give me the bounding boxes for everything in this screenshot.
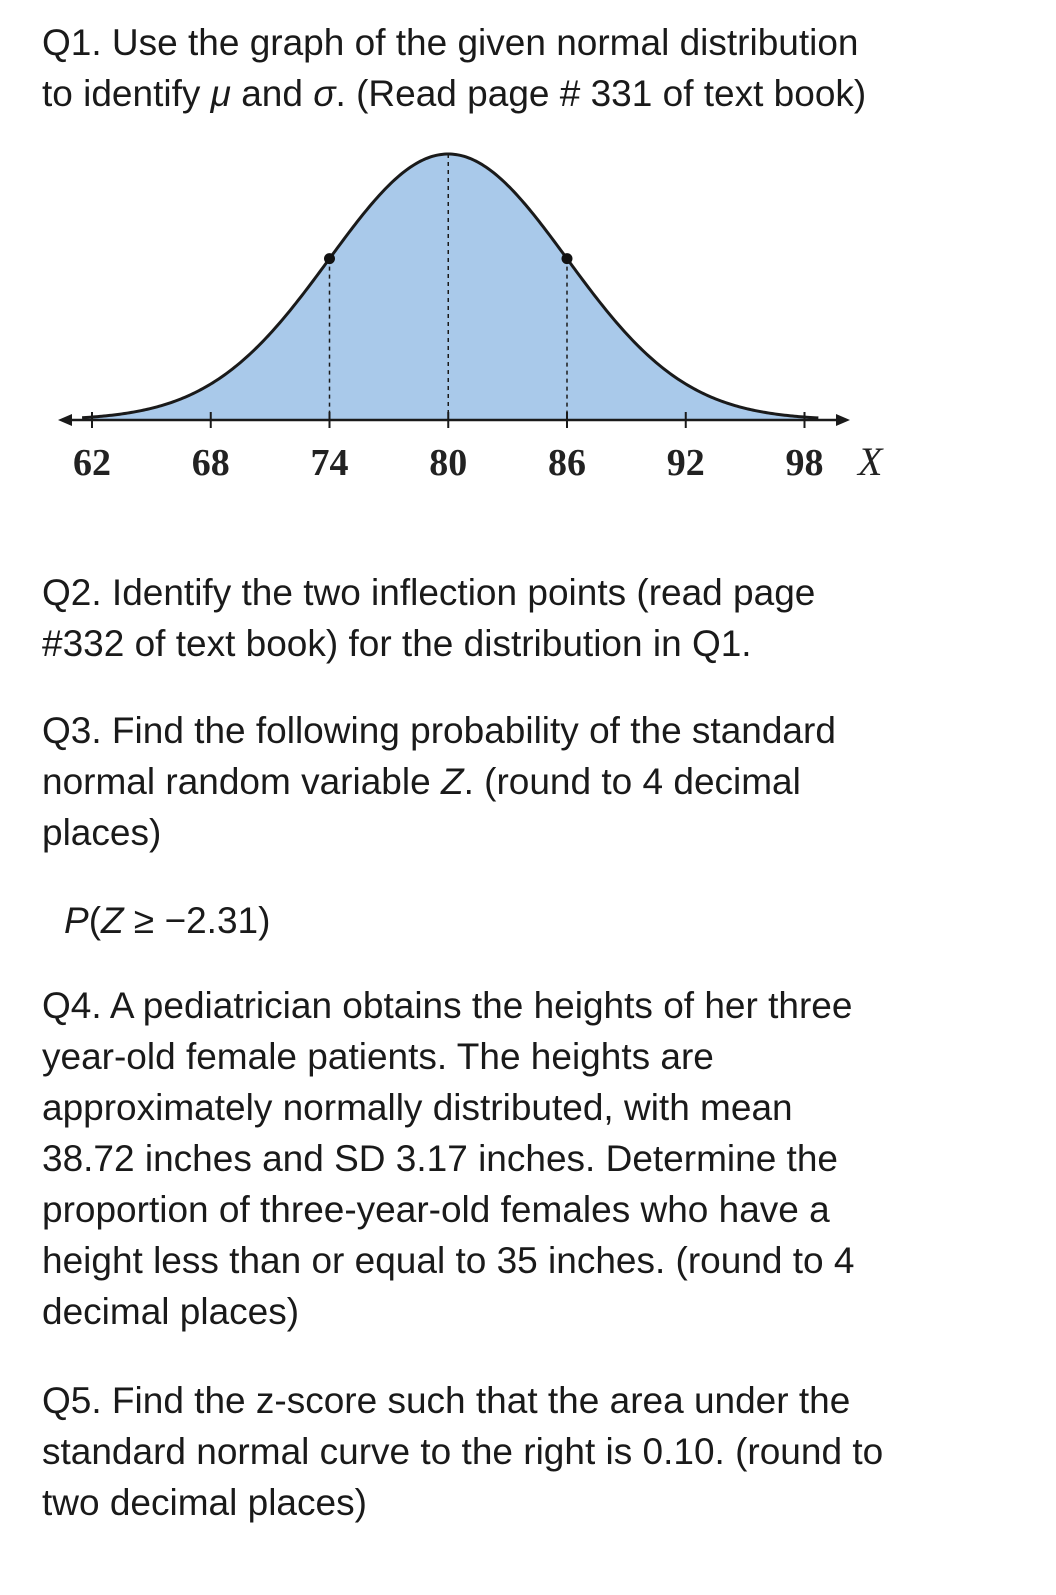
prob-z: Z — [101, 900, 124, 941]
question-3-prefix: normal random variable — [42, 761, 441, 802]
prob-p: P — [64, 900, 89, 941]
question-1: Q1. Use the graph of the given normal di… — [42, 17, 1032, 119]
question-5-line-2: standard normal curve to the right is 0.… — [42, 1431, 884, 1472]
question-1-mid: and — [230, 73, 314, 114]
x-axis-right-arrow — [836, 414, 850, 426]
mu-symbol: μ — [210, 73, 231, 114]
x-axis-tick-labels: 62 68 74 80 86 92 98 — [73, 442, 824, 484]
question-4-line-2: year-old female patients. The heights ar… — [42, 1036, 714, 1077]
question-4-line-6: height less than or equal to 35 inches. … — [42, 1240, 855, 1281]
question-2-line-2: #332 of text book) for the distribution … — [42, 623, 752, 664]
question-4-line-5: proportion of three-year-old females who… — [42, 1189, 830, 1230]
question-3-line-2: normal random variable Z. (round to 4 de… — [42, 756, 1032, 807]
x-tick-label-80: 80 — [429, 442, 467, 484]
question-3: Q3. Find the following probability of th… — [42, 705, 1032, 858]
x-tick-label-74: 74 — [311, 442, 349, 484]
question-5-line-1: Q5. Find the z-score such that the area … — [42, 1380, 851, 1421]
question-4-line-7: decimal places) — [42, 1291, 300, 1332]
inflection-points — [324, 253, 573, 265]
question-4-line-3: approximately normally distributed, with… — [42, 1087, 793, 1128]
question-4-line-1: Q4. A pediatrician obtains the heights o… — [42, 985, 853, 1026]
x-tick-label-86: 86 — [548, 442, 586, 484]
question-5: Q5. Find the z-score such that the area … — [42, 1375, 1032, 1528]
question-3-suffix: . (round to 4 decimal — [463, 761, 801, 802]
sigma-symbol: σ — [313, 73, 336, 114]
x-axis-left-arrow — [58, 414, 72, 426]
x-tick-label-92: 92 — [667, 442, 705, 484]
guide-lines — [328, 154, 568, 420]
question-1-line-1: Q1. Use the graph of the given normal di… — [42, 22, 859, 63]
probability-expression: P(Z ≥ −2.31) — [64, 895, 270, 946]
question-2: Q2. Identify the two inflection points (… — [42, 567, 1032, 669]
question-3-line-3: places) — [42, 812, 162, 853]
question-1-suffix: . (Read page # 331 of text book) — [335, 73, 867, 114]
question-4-line-4: 38.72 inches and SD 3.17 inches. Determi… — [42, 1138, 838, 1179]
inflection-point-dot — [324, 253, 335, 265]
normal-distribution-chart: 62 68 74 80 86 92 98 X — [58, 152, 884, 484]
x-tick-label-62: 62 — [73, 442, 111, 484]
question-3-line-1: Q3. Find the following probability of th… — [42, 710, 836, 751]
curve-fill-area — [82, 154, 819, 420]
x-tick-label-68: 68 — [192, 442, 230, 484]
question-5-line-3: two decimal places) — [42, 1482, 367, 1523]
question-4: Q4. A pediatrician obtains the heights o… — [42, 980, 1032, 1337]
question-1-line-2: to identify μ and σ. (Read page # 331 of… — [42, 68, 1032, 119]
x-tick-label-98: 98 — [786, 442, 824, 484]
question-1-prefix: to identify — [42, 73, 211, 114]
prob-open: ( — [88, 900, 102, 941]
inflection-point-dot — [561, 253, 573, 265]
z-variable: Z — [440, 761, 464, 802]
curve-line — [82, 152, 819, 420]
question-2-line-1: Q2. Identify the two inflection points (… — [42, 572, 816, 613]
prob-rest: ≥ −2.31) — [123, 900, 271, 941]
x-axis-label: X — [856, 439, 884, 484]
